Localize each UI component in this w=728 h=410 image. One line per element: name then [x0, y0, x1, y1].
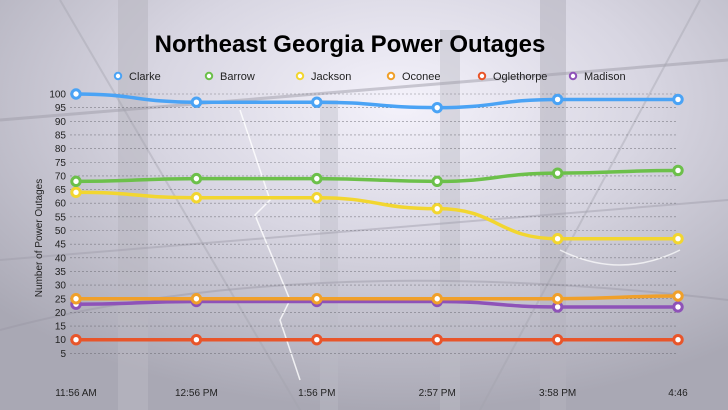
legend-marker — [386, 71, 396, 81]
data-point — [311, 293, 323, 305]
series-line — [74, 299, 680, 309]
legend-marker — [295, 71, 305, 81]
data-point — [551, 93, 564, 106]
series-barrow — [70, 164, 684, 188]
data-point — [70, 293, 82, 305]
data-point — [431, 334, 443, 346]
y-tick-label: 75 — [55, 158, 67, 169]
x-tick-label: 4:46 — [668, 388, 688, 399]
legend-label: Oconee — [402, 71, 441, 83]
data-point — [190, 293, 203, 305]
y-tick-label: 30 — [55, 281, 67, 292]
data-point — [311, 172, 323, 185]
data-point — [672, 290, 684, 302]
data-point — [672, 334, 684, 346]
y-tick-label: 5 — [60, 349, 66, 360]
data-point — [672, 93, 684, 106]
y-tick-label: 15 — [55, 322, 67, 333]
legend-item: Oglethorpe — [477, 71, 547, 83]
y-tick-label: 35 — [55, 267, 67, 278]
y-axis: 5 10 15 20 25 30 35 40 45 50 55 60 65 70 75 80 85 90 95 100 — [49, 90, 66, 360]
legend-item: Oconee — [386, 71, 441, 83]
y-tick-label: 95 — [55, 103, 67, 114]
y-tick-label: 20 — [55, 308, 67, 319]
series-line — [74, 190, 680, 241]
data-point — [431, 101, 443, 114]
data-point — [672, 232, 684, 245]
series-clarke — [70, 88, 684, 114]
data-point — [551, 293, 564, 305]
series-jackson — [70, 186, 684, 245]
data-point — [311, 192, 323, 204]
data-point — [551, 167, 564, 179]
series-line — [74, 168, 680, 184]
data-point — [431, 202, 443, 215]
y-tick-label: 70 — [55, 171, 67, 182]
data-point — [190, 172, 203, 185]
data-point — [431, 175, 443, 188]
series-oconee — [70, 290, 684, 305]
data-point — [190, 96, 203, 108]
legend-marker — [113, 71, 123, 81]
x-tick-label: 3:58 PM — [539, 388, 576, 399]
chart-title: Northeast Georgia Power Outages — [155, 31, 546, 58]
x-axis: 11:56 AM 12:56 PM 1:56 PM 2:57 PM 3:58 PM 4:4… — [55, 388, 688, 399]
data-point — [551, 334, 564, 346]
legend-item: Barrow — [204, 71, 255, 83]
y-tick-label: 25 — [55, 294, 67, 305]
y-tick-label: 60 — [55, 199, 67, 210]
y-tick-label: 45 — [55, 240, 67, 251]
data-point — [431, 293, 443, 305]
y-axis-label: Number of Power Outages — [34, 179, 45, 297]
x-tick-label: 2:57 PM — [419, 388, 456, 399]
y-tick-label: 65 — [55, 185, 67, 196]
y-tick-label: 80 — [55, 144, 67, 155]
legend-marker — [568, 71, 578, 81]
legend-marker — [204, 71, 214, 81]
legend: Clarke Barrow Jackson Oconee Oglethorpe Madis… — [113, 71, 626, 83]
y-tick-label: 40 — [55, 253, 67, 264]
x-tick-label: 11:56 AM — [55, 388, 97, 399]
y-tick-label: 100 — [49, 90, 66, 101]
data-point — [70, 88, 82, 100]
y-tick-label: 85 — [55, 130, 67, 141]
legend-label: Clarke — [129, 71, 161, 83]
series-line — [74, 92, 680, 110]
data-point — [190, 192, 203, 204]
data-point — [551, 232, 564, 245]
legend-label: Barrow — [220, 71, 255, 83]
legend-label: Madison — [584, 71, 626, 83]
legend-item: Jackson — [295, 71, 351, 83]
data-point — [311, 96, 323, 108]
x-tick-label: 1:56 PM — [298, 388, 335, 399]
y-tick-label: 55 — [55, 212, 67, 223]
data-point — [190, 334, 203, 346]
data-point — [311, 334, 323, 346]
y-tick-label: 90 — [55, 117, 67, 128]
data-point — [672, 301, 684, 313]
y-tick-label: 10 — [55, 335, 67, 346]
data-point — [70, 334, 82, 346]
legend-item: Madison — [568, 71, 626, 83]
x-tick-label: 12:56 PM — [175, 388, 218, 399]
legend-marker — [477, 71, 487, 81]
series-line — [74, 294, 680, 301]
legend-label: Oglethorpe — [493, 71, 547, 83]
series-layer — [70, 88, 684, 346]
legend-label: Jackson — [311, 71, 351, 83]
series-oglethorpe — [70, 334, 684, 346]
data-point — [70, 186, 82, 198]
data-point — [70, 175, 82, 188]
y-tick-label: 50 — [55, 226, 67, 237]
legend-item: Clarke — [113, 71, 161, 83]
data-point — [672, 164, 684, 177]
